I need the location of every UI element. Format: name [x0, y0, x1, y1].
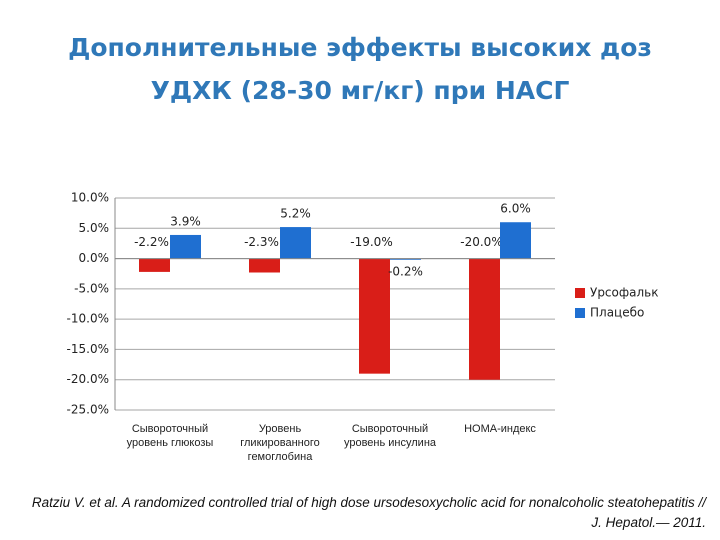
data-label: 5.2%	[280, 207, 311, 221]
chart-title: Дополнительные эффекты высоких доз УДХК …	[68, 33, 652, 105]
bar	[469, 258, 500, 380]
data-label: -0.2%	[388, 264, 423, 278]
legend-swatch	[575, 308, 585, 318]
data-label: -2.2%	[134, 235, 169, 249]
x-tick-label: Уровень гликированного гемоглобина	[240, 423, 320, 463]
legend-label: Плацебо	[590, 306, 644, 320]
x-tick-label: Сывороточный уровень инсулина	[343, 423, 437, 449]
bar	[500, 222, 531, 259]
bar	[249, 258, 280, 273]
y-tick-label: 10.0%	[71, 191, 109, 205]
legend-label: Урсофальк	[590, 286, 658, 300]
data-label: -19.0%	[350, 235, 392, 249]
data-label: -20.0%	[460, 235, 502, 249]
bar	[170, 234, 201, 259]
y-tick-label: -25.0%	[67, 403, 109, 417]
data-label: 6.0%	[500, 202, 531, 216]
y-tick-label: 5.0%	[79, 221, 110, 235]
bar	[359, 258, 390, 374]
x-tick-label: Сывороточный уровень глюкозы	[126, 423, 214, 449]
y-tick-label: -20.0%	[67, 372, 109, 386]
legend-swatch	[575, 288, 585, 298]
x-tick-label: HOMA-индекс	[464, 423, 536, 435]
y-tick-label: -15.0%	[67, 342, 109, 356]
data-label: 3.9%	[170, 214, 201, 228]
data-label: -2.3%	[244, 235, 279, 249]
bar	[390, 258, 421, 260]
caption: Ratziu V. et al. A randomized controlled…	[31, 495, 706, 530]
bar	[280, 227, 311, 259]
y-tick-label: -5.0%	[74, 281, 109, 295]
bar	[139, 258, 170, 272]
y-tick-label: 0.0%	[79, 251, 110, 265]
y-tick-label: -10.0%	[67, 312, 109, 326]
